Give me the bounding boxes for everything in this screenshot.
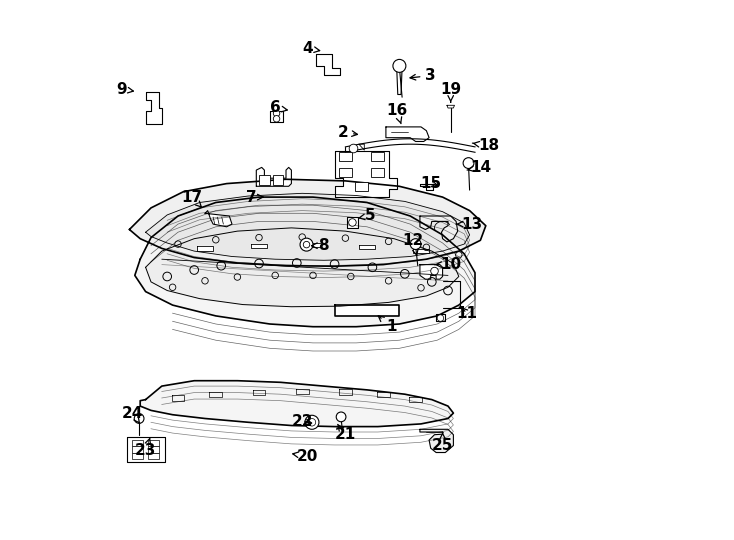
Polygon shape [135, 197, 475, 327]
Text: 21: 21 [335, 424, 356, 442]
Bar [132, 440, 143, 446]
Polygon shape [140, 381, 454, 427]
Polygon shape [145, 193, 470, 260]
Circle shape [303, 241, 310, 248]
Polygon shape [127, 437, 164, 462]
Circle shape [300, 238, 313, 251]
Circle shape [349, 219, 356, 226]
Circle shape [410, 239, 421, 249]
Polygon shape [420, 184, 433, 190]
Polygon shape [145, 92, 161, 124]
Circle shape [431, 267, 438, 275]
Polygon shape [251, 244, 267, 248]
Polygon shape [316, 54, 340, 75]
Text: 7: 7 [246, 190, 263, 205]
Polygon shape [447, 105, 454, 108]
Bar [259, 175, 270, 185]
Text: 8: 8 [312, 238, 329, 253]
Text: 25: 25 [432, 433, 454, 453]
Bar [371, 152, 385, 161]
Text: 1: 1 [378, 316, 396, 334]
Polygon shape [420, 265, 443, 279]
Text: 9: 9 [116, 82, 134, 97]
Text: 2: 2 [338, 125, 357, 140]
Polygon shape [145, 228, 459, 307]
Polygon shape [335, 151, 396, 197]
Bar [272, 175, 283, 185]
Polygon shape [256, 167, 291, 186]
Circle shape [308, 418, 316, 426]
Bar [148, 453, 159, 459]
Polygon shape [396, 68, 402, 94]
Circle shape [273, 116, 280, 122]
Bar [339, 152, 352, 161]
Circle shape [437, 315, 443, 321]
Polygon shape [129, 179, 486, 266]
Text: 11: 11 [457, 306, 477, 321]
Polygon shape [305, 243, 321, 247]
Text: 22: 22 [291, 414, 313, 429]
Text: 17: 17 [181, 190, 202, 207]
Text: 4: 4 [302, 41, 320, 56]
Text: 12: 12 [402, 233, 424, 255]
Circle shape [273, 110, 280, 117]
Polygon shape [347, 217, 357, 228]
Circle shape [305, 415, 319, 429]
Text: 6: 6 [270, 100, 287, 116]
Bar [132, 453, 143, 459]
Circle shape [393, 59, 406, 72]
Polygon shape [359, 245, 375, 249]
Text: 23: 23 [135, 438, 156, 458]
Text: 5: 5 [359, 208, 375, 224]
Text: 19: 19 [440, 82, 461, 102]
Circle shape [336, 412, 346, 422]
Bar [355, 182, 368, 191]
Polygon shape [420, 216, 458, 242]
Circle shape [134, 414, 144, 423]
Polygon shape [436, 314, 446, 321]
Text: 10: 10 [435, 257, 461, 272]
Circle shape [349, 144, 357, 153]
Text: 13: 13 [456, 217, 483, 232]
Polygon shape [386, 127, 429, 141]
Polygon shape [205, 211, 232, 227]
Text: 20: 20 [293, 449, 319, 464]
Polygon shape [420, 429, 454, 453]
Text: 18: 18 [473, 138, 499, 153]
Text: 14: 14 [467, 160, 491, 175]
Polygon shape [413, 249, 429, 253]
Polygon shape [335, 305, 399, 316]
Circle shape [463, 158, 474, 168]
Text: 16: 16 [386, 103, 407, 124]
Bar [371, 168, 385, 177]
Bar [339, 168, 352, 177]
Text: 15: 15 [420, 176, 441, 191]
Bar [148, 446, 159, 453]
Bar [148, 440, 159, 446]
Text: 3: 3 [410, 68, 436, 83]
Text: 24: 24 [121, 406, 143, 423]
Bar [132, 446, 143, 453]
Polygon shape [197, 246, 213, 251]
